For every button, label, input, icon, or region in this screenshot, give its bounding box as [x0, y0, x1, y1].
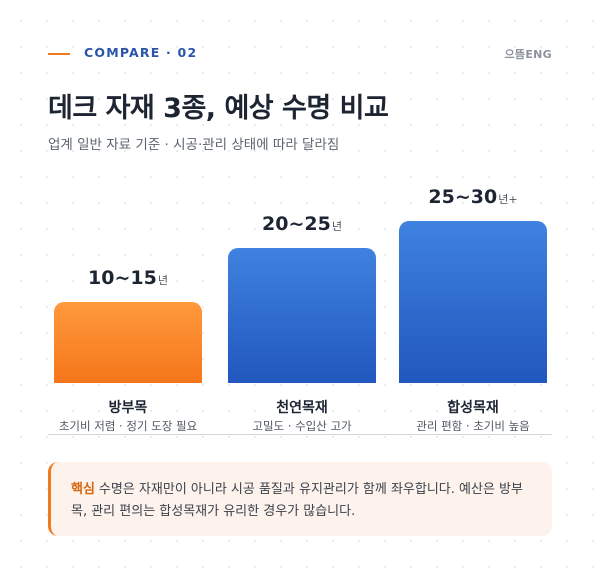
bar-3 — [399, 221, 547, 383]
bar-value-number: 10~15 — [88, 267, 157, 289]
bar-value-unit: 년 — [157, 274, 168, 287]
bar-value-label: 25~30년+ — [398, 186, 548, 208]
category-description: 고밀도 · 수입산 고가 — [252, 419, 352, 433]
bar-value-unit: 년+ — [498, 193, 518, 206]
bar-value-number: 20~25 — [262, 213, 331, 235]
eyebrow-line — [48, 53, 70, 55]
category-label: 천연목재 — [276, 400, 328, 416]
bar-1 — [54, 302, 202, 383]
bar-value-unit: 년 — [331, 220, 342, 233]
bar-value-number: 25~30 — [428, 186, 498, 208]
chart-baseline — [48, 434, 552, 435]
category-description: 관리 편함 · 초기비 높음 — [416, 419, 530, 433]
bar-2 — [228, 248, 376, 383]
bar-value-label: 20~25년 — [227, 213, 377, 235]
category-label: 방부목 — [108, 400, 148, 416]
eyebrow-label: COMPARE · 02 — [84, 45, 198, 60]
category-label: 합성목재 — [447, 400, 499, 416]
brand-logo: 으뜸ENG — [504, 48, 552, 61]
page-subtitle: 업계 일반 자료 기준 · 시공·관리 상태에 따라 달라짐 — [48, 137, 340, 153]
callout-text: 수명은 자재만이 아니라 시공 품질과 유지관리가 함께 좌우합니다. 예산은 … — [71, 482, 523, 519]
callout-box: 핵심 수명은 자재만이 아니라 시공 품질과 유지관리가 함께 좌우합니다. 예산… — [48, 462, 552, 536]
callout-key: 핵심 — [71, 482, 95, 497]
page-title: 데크 자재 3종, 예상 수명 비교 — [48, 93, 389, 124]
bar-value-label: 10~15년 — [53, 267, 203, 289]
category-description: 초기비 저렴 · 정기 도장 필요 — [58, 419, 198, 433]
